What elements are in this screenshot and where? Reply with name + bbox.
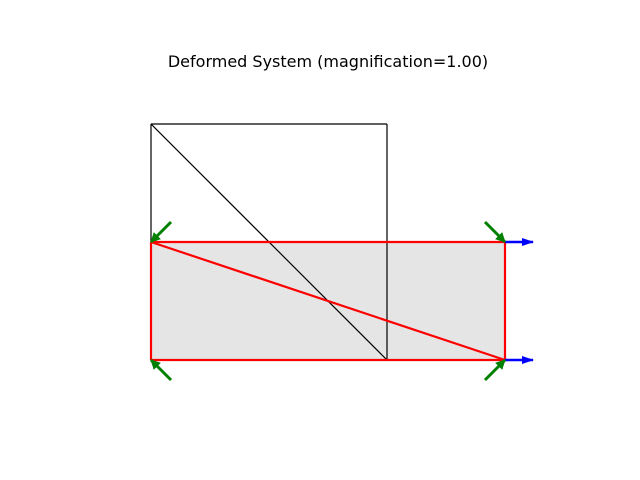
figure-title: Deformed System (magnification=1.00): [167, 52, 489, 71]
support-arrow: [149, 220, 173, 244]
support-arrow: [483, 220, 507, 244]
deformed-element: [150, 240, 506, 362]
support-arrow: [483, 358, 507, 382]
support-arrow: [149, 358, 173, 382]
